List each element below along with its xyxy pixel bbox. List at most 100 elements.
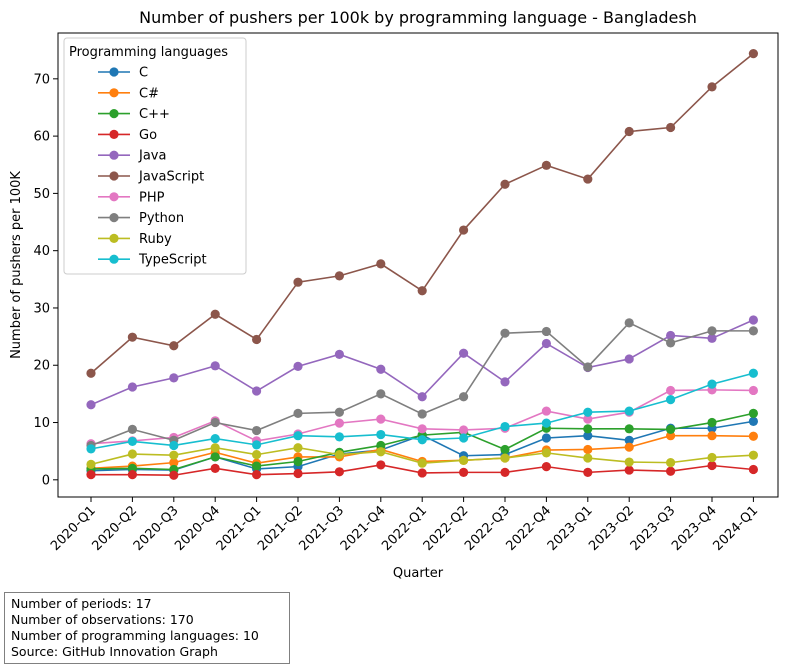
- data-point: [459, 225, 469, 235]
- data-point: [376, 259, 386, 269]
- y-axis-label: Number of pushers per 100K: [9, 171, 24, 359]
- data-point: [376, 389, 386, 399]
- data-point: [169, 440, 179, 451]
- data-point: [624, 318, 634, 328]
- data-point: [210, 433, 220, 444]
- footnote-periods: Number of periods: 17: [11, 596, 152, 611]
- data-point: [583, 431, 593, 441]
- data-point: [748, 326, 759, 336]
- legend-swatch-marker: [109, 150, 119, 160]
- data-point: [500, 377, 510, 387]
- data-point: [500, 421, 510, 432]
- legend-swatch-marker: [109, 213, 119, 223]
- data-point: [252, 425, 262, 436]
- data-point: [707, 82, 717, 92]
- data-point: [334, 407, 344, 417]
- legend-box: [63, 37, 247, 275]
- data-point: [376, 364, 386, 374]
- data-point: [459, 392, 469, 402]
- data-point: [541, 160, 552, 170]
- data-point: [417, 392, 427, 402]
- plot-area: [57, 32, 779, 498]
- legend-label: C: [139, 66, 148, 81]
- legend-label: C#: [139, 86, 159, 101]
- data-point: [707, 431, 717, 441]
- data-point: [748, 315, 759, 325]
- data-point: [293, 468, 303, 479]
- data-point: [748, 385, 759, 396]
- data-point: [293, 443, 303, 453]
- data-point: [624, 126, 634, 137]
- data-point: [748, 368, 759, 378]
- data-point: [252, 334, 262, 345]
- data-point: [624, 435, 634, 445]
- data-point: [748, 49, 759, 59]
- data-point: [293, 361, 303, 371]
- data-point: [624, 424, 634, 434]
- data-point: [707, 333, 717, 343]
- data-point: [666, 458, 676, 468]
- y-tick-label: 50: [33, 187, 50, 202]
- data-point: [666, 431, 676, 441]
- x-axis-label: Quarter: [393, 566, 444, 581]
- data-point: [252, 386, 262, 396]
- data-point: [583, 453, 593, 463]
- data-point: [748, 450, 759, 460]
- data-point: [707, 452, 717, 463]
- data-point: [376, 429, 386, 440]
- data-point: [210, 452, 220, 462]
- data-point: [541, 326, 552, 337]
- data-point: [748, 416, 759, 426]
- x-tick-label: 2024-Q1: [710, 503, 761, 554]
- data-point: [583, 174, 593, 184]
- data-point: [583, 467, 593, 477]
- data-point: [666, 424, 676, 435]
- data-point: [500, 453, 510, 463]
- data-point: [376, 460, 386, 470]
- legend-swatch-marker: [109, 88, 119, 98]
- y-tick-label: 10: [33, 416, 50, 431]
- data-point: [541, 448, 552, 458]
- data-point: [417, 424, 427, 434]
- data-point: [210, 361, 220, 371]
- legend-swatch-marker: [109, 67, 119, 77]
- y-tick-label: 70: [33, 72, 50, 87]
- data-point: [334, 450, 344, 460]
- legend-label: Go: [139, 128, 157, 143]
- x-axis: 2020-Q12020-Q22020-Q32020-Q42021-Q12021-…: [48, 497, 761, 554]
- data-point: [707, 379, 717, 389]
- data-point: [459, 455, 469, 465]
- data-point: [748, 431, 759, 441]
- legend-label: Java: [138, 149, 166, 164]
- data-point: [86, 368, 96, 378]
- data-point: [127, 382, 137, 392]
- data-point: [334, 467, 344, 477]
- data-point: [127, 436, 137, 447]
- data-point: [541, 433, 552, 443]
- data-point: [624, 442, 634, 452]
- data-point: [707, 460, 717, 471]
- data-point: [541, 406, 552, 416]
- legend-title: Programming languages: [69, 45, 228, 60]
- data-point: [169, 373, 179, 383]
- data-point: [748, 464, 759, 475]
- data-point: [293, 431, 303, 441]
- data-point: [210, 309, 220, 319]
- data-point: [666, 122, 676, 133]
- data-point: [127, 424, 137, 435]
- data-point: [707, 417, 717, 428]
- data-point: [541, 418, 552, 428]
- data-point: [500, 328, 510, 338]
- data-point: [252, 450, 262, 460]
- data-point: [210, 443, 220, 453]
- data-point: [459, 425, 469, 435]
- data-point: [86, 459, 96, 469]
- data-point: [500, 444, 510, 455]
- data-point: [127, 470, 137, 480]
- legend-swatch-marker: [109, 109, 119, 119]
- y-tick-label: 0: [42, 473, 50, 488]
- data-point: [293, 408, 303, 418]
- data-point: [624, 354, 634, 364]
- legend-label: TypeScript: [138, 253, 207, 268]
- data-point: [417, 409, 427, 419]
